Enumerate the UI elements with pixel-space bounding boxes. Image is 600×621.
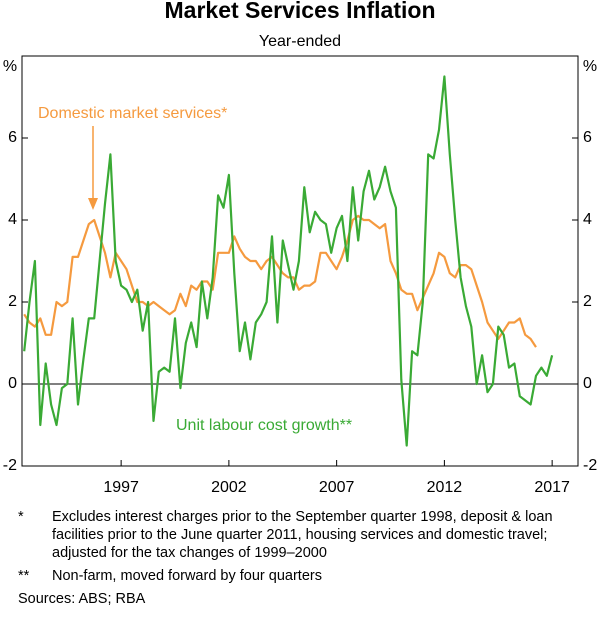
footnote-text: Non-farm, moved forward by four quarters <box>52 568 322 584</box>
sources: Sources: ABS; RBA <box>18 591 146 607</box>
y2-tick-label: -2 <box>583 457 597 474</box>
arrow-head <box>88 198 98 210</box>
y2-tick-label: 2 <box>583 293 592 310</box>
y-unit: % <box>3 58 17 75</box>
y-tick-label: 0 <box>8 375 17 392</box>
footnote-marker: * <box>18 509 24 525</box>
y-tick-label: 4 <box>8 211 17 228</box>
y2-tick-label: 4 <box>583 211 592 228</box>
series-line <box>23 75 554 447</box>
footnotes: * Excludes interest charges prior to the … <box>18 508 588 608</box>
y-tick-label: 6 <box>8 129 17 146</box>
x-tick-label: 2012 <box>427 479 463 496</box>
annotation: Domestic market services* <box>38 105 227 122</box>
x-tick-label: 2017 <box>534 479 570 496</box>
chart: Market Services Inflation Year-ended % %… <box>3 0 598 496</box>
x-tick-label: 1997 <box>103 479 139 496</box>
plot-frame <box>21 55 579 467</box>
annotation: Unit labour cost growth** <box>176 417 352 434</box>
y-tick-label: 2 <box>8 293 17 310</box>
y2-tick-label: 6 <box>583 129 592 146</box>
y-tick-label: -2 <box>3 457 17 474</box>
x-tick-label: 2002 <box>211 479 247 496</box>
x-tick-label: 2007 <box>319 479 355 496</box>
y2-tick-label: 0 <box>583 375 592 392</box>
y2-unit: % <box>583 58 597 75</box>
chart-title: Market Services Inflation <box>165 0 436 23</box>
footnote: * Excludes interest charges prior to the … <box>18 508 588 562</box>
footnote: ** Non-farm, moved forward by four quarte… <box>18 567 588 585</box>
footnote-text: Excludes interest charges prior to the S… <box>52 509 553 561</box>
footnote-marker: ** <box>18 568 30 584</box>
chart-subtitle: Year-ended <box>259 33 341 50</box>
